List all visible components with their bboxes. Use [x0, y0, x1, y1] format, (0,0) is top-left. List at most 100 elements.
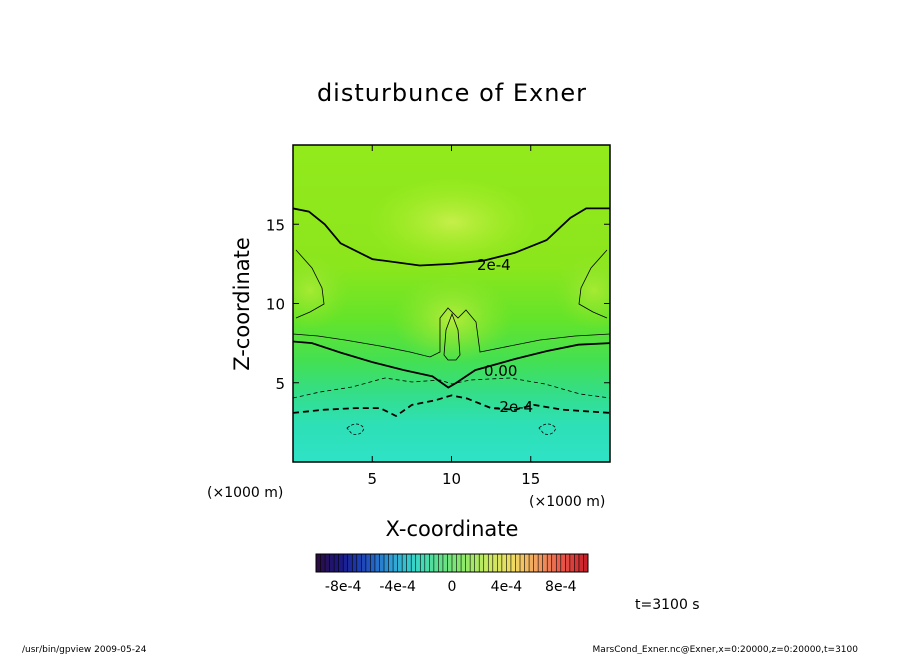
- colorbar-segment: [379, 554, 385, 572]
- colorbar-segment: [551, 554, 557, 572]
- colorbar-segment: [347, 554, 353, 572]
- footer-left: /usr/bin/gpview 2009-05-24: [22, 645, 147, 654]
- colorbar-segment: [560, 554, 566, 572]
- colorbar: [315, 554, 589, 572]
- colorbar-segment: [492, 554, 498, 572]
- colorbar-segment: [452, 554, 457, 572]
- thin-contour-upper: [293, 307, 610, 358]
- colorbar-segment: [388, 554, 394, 572]
- colorbar-segment: [470, 554, 475, 572]
- colorbar-tick-label: 4e-4: [491, 579, 523, 595]
- colorbar-tick-labels: -8e-4 -4e-4 0 4e-4 8e-4: [325, 579, 577, 595]
- thin-contour-dashed-right-ring: [538, 423, 557, 435]
- field-right-lobe: [554, 250, 610, 330]
- colorbar-segment: [320, 554, 326, 572]
- colorbar-segment: [429, 554, 435, 572]
- colorbar-segment: [497, 554, 503, 572]
- plot-area: [293, 145, 610, 462]
- contour-label-zero: 0.00: [484, 362, 517, 380]
- colorbar-segment: [506, 554, 512, 572]
- colorbar-segment: [370, 554, 376, 572]
- colorbar-segment: [384, 554, 389, 572]
- colorbar-segment: [433, 554, 439, 572]
- colorbar-tick-label: 8e-4: [545, 579, 577, 595]
- colorbar-segment: [533, 554, 539, 572]
- colorbar-segment: [334, 554, 339, 572]
- field-center-max: [392, 273, 512, 363]
- y-tick-label: 5: [275, 375, 285, 393]
- x-axis-ticks: 5 10 15: [367, 145, 540, 488]
- colorbar-segment: [565, 554, 571, 572]
- colorbar-segment: [415, 554, 421, 572]
- colorbar-segment: [542, 554, 548, 572]
- colorbar-segment: [524, 554, 530, 572]
- contour-line-1: [293, 340, 610, 389]
- footer-right: MarsCond_Exner.nc@Exner,x=0:20000,z=0:20…: [593, 645, 859, 654]
- contour-line-0: [293, 207, 610, 267]
- chart-title: disturbunce of Exner: [317, 79, 587, 107]
- colorbar-segment: [343, 554, 349, 572]
- colorbar-segment: [520, 554, 525, 572]
- colorbar-segment: [374, 554, 380, 572]
- colorbar-segment: [456, 554, 462, 572]
- colorbar-segment: [529, 554, 534, 572]
- x-tick-label: 5: [367, 470, 377, 488]
- colorbar-segment: [510, 554, 516, 572]
- colorbar-segment: [356, 554, 362, 572]
- colorbar-segment: [397, 554, 403, 572]
- colorbar-segment: [547, 554, 553, 572]
- colorbar-segment: [402, 554, 407, 572]
- colorbar-tick-label: -8e-4: [325, 579, 362, 595]
- colorbar-segment: [501, 554, 507, 572]
- z-unit-label: (×1000 m): [529, 494, 605, 510]
- thin-contour-right-lobe: [578, 249, 608, 319]
- field-top-max: [367, 177, 537, 267]
- colorbar-segment: [442, 554, 448, 572]
- colorbar-segment: [329, 554, 335, 572]
- contour-lines: [293, 207, 610, 418]
- colorbar-frame: [315, 553, 589, 573]
- contour-label-pos: 2e-4: [477, 256, 511, 274]
- colorbar-segment: [420, 554, 426, 572]
- colorbar-segment: [352, 554, 358, 572]
- colorbar-segment: [578, 554, 584, 572]
- x-tick-label: 15: [521, 470, 540, 488]
- contour-label-neg: -2e-4: [494, 398, 533, 416]
- colorbar-segment: [479, 554, 485, 572]
- colorbar-segment: [483, 554, 489, 572]
- colorbar-segment: [406, 554, 412, 572]
- colorbar-tick-label: -4e-4: [379, 579, 416, 595]
- y-axis-title: Z-coordinate: [230, 237, 254, 371]
- colorbar-tick-label: 0: [448, 579, 457, 595]
- colorbar-segment: [569, 554, 575, 572]
- colorbar-segment: [361, 554, 367, 572]
- field-left-lobe: [293, 250, 350, 330]
- y-axis-ticks: 5 10 15: [266, 216, 610, 393]
- colorbar-segment: [461, 554, 466, 572]
- y-tick-label: 10: [266, 296, 285, 314]
- colorbar-segment: [447, 554, 453, 572]
- colorbar-segment: [424, 554, 430, 572]
- colorbar-segment: [556, 554, 562, 572]
- colorbar-segment: [488, 554, 494, 572]
- colorbar-segment: [465, 554, 471, 572]
- thin-contour-dashed-upper: [293, 377, 610, 399]
- x-unit-label: (×1000 m): [207, 485, 283, 501]
- colorbar-segment: [365, 554, 371, 572]
- colorbar-segment: [325, 554, 330, 572]
- colorbar-segment: [574, 554, 580, 572]
- colorbar-segment: [438, 554, 444, 572]
- colorbar-segment: [538, 554, 543, 572]
- colorbar-segment: [411, 554, 417, 572]
- y-tick-label: 15: [266, 216, 285, 234]
- time-label: t=3100 s: [635, 597, 700, 613]
- colorbar-segment: [474, 554, 480, 572]
- colorbar-segment: [393, 554, 398, 572]
- thin-contour-center-blob: [443, 312, 461, 361]
- thin-contour-dashed-left-ring: [346, 423, 365, 435]
- colorbar-segment: [338, 554, 344, 572]
- colorbar-segment: [515, 554, 521, 572]
- x-axis-title: X-coordinate: [386, 517, 519, 541]
- thin-contour-left-lobe: [295, 249, 325, 319]
